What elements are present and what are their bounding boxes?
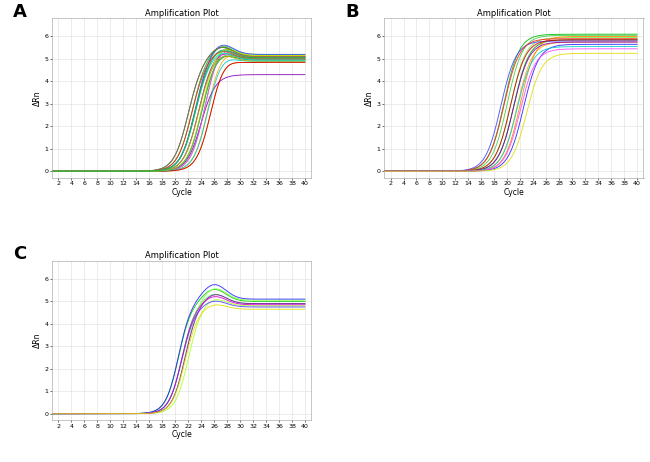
X-axis label: Cycle: Cycle: [172, 188, 192, 197]
Text: A: A: [13, 2, 27, 20]
Text: C: C: [13, 245, 27, 263]
X-axis label: Cycle: Cycle: [503, 188, 524, 197]
Title: Amplification Plot: Amplification Plot: [145, 251, 218, 260]
Y-axis label: ΔRn: ΔRn: [32, 333, 42, 348]
Y-axis label: ΔRn: ΔRn: [365, 91, 374, 106]
Y-axis label: ΔRn: ΔRn: [32, 91, 42, 106]
Text: B: B: [345, 2, 359, 20]
X-axis label: Cycle: Cycle: [172, 430, 192, 439]
Title: Amplification Plot: Amplification Plot: [145, 9, 218, 18]
Title: Amplification Plot: Amplification Plot: [477, 9, 551, 18]
